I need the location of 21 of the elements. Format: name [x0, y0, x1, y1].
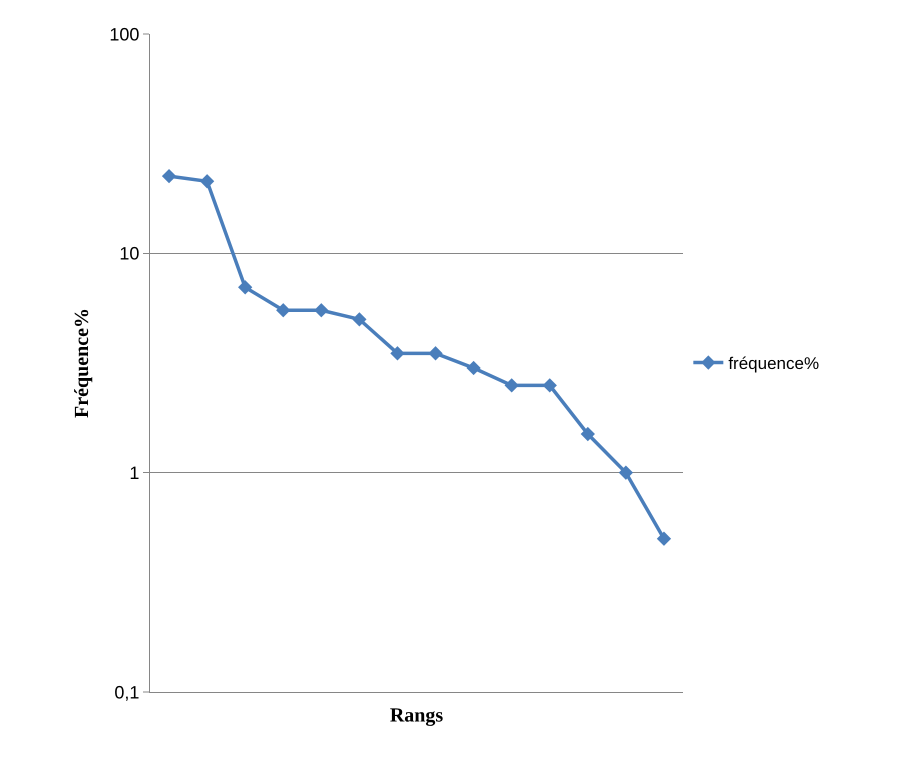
point	[352, 312, 367, 327]
y-tick-label: 0,1	[114, 682, 140, 702]
y-tick-label: 10	[119, 244, 140, 264]
point	[542, 378, 557, 393]
point	[580, 426, 595, 442]
point	[466, 360, 481, 376]
point	[390, 346, 405, 360]
point	[656, 532, 672, 546]
point	[238, 280, 252, 294]
point	[428, 346, 443, 360]
y-axis-title: Fréquence%	[70, 308, 93, 418]
point	[504, 378, 519, 393]
point	[314, 303, 328, 318]
legend-label: fréquence%	[728, 354, 820, 374]
y-tick-label: 100	[109, 24, 140, 44]
point	[618, 466, 634, 480]
x-axis-title: Rangs	[390, 704, 444, 726]
point	[276, 303, 290, 318]
point	[200, 174, 214, 188]
point	[162, 168, 176, 184]
y-tick-label: 1	[129, 462, 140, 483]
